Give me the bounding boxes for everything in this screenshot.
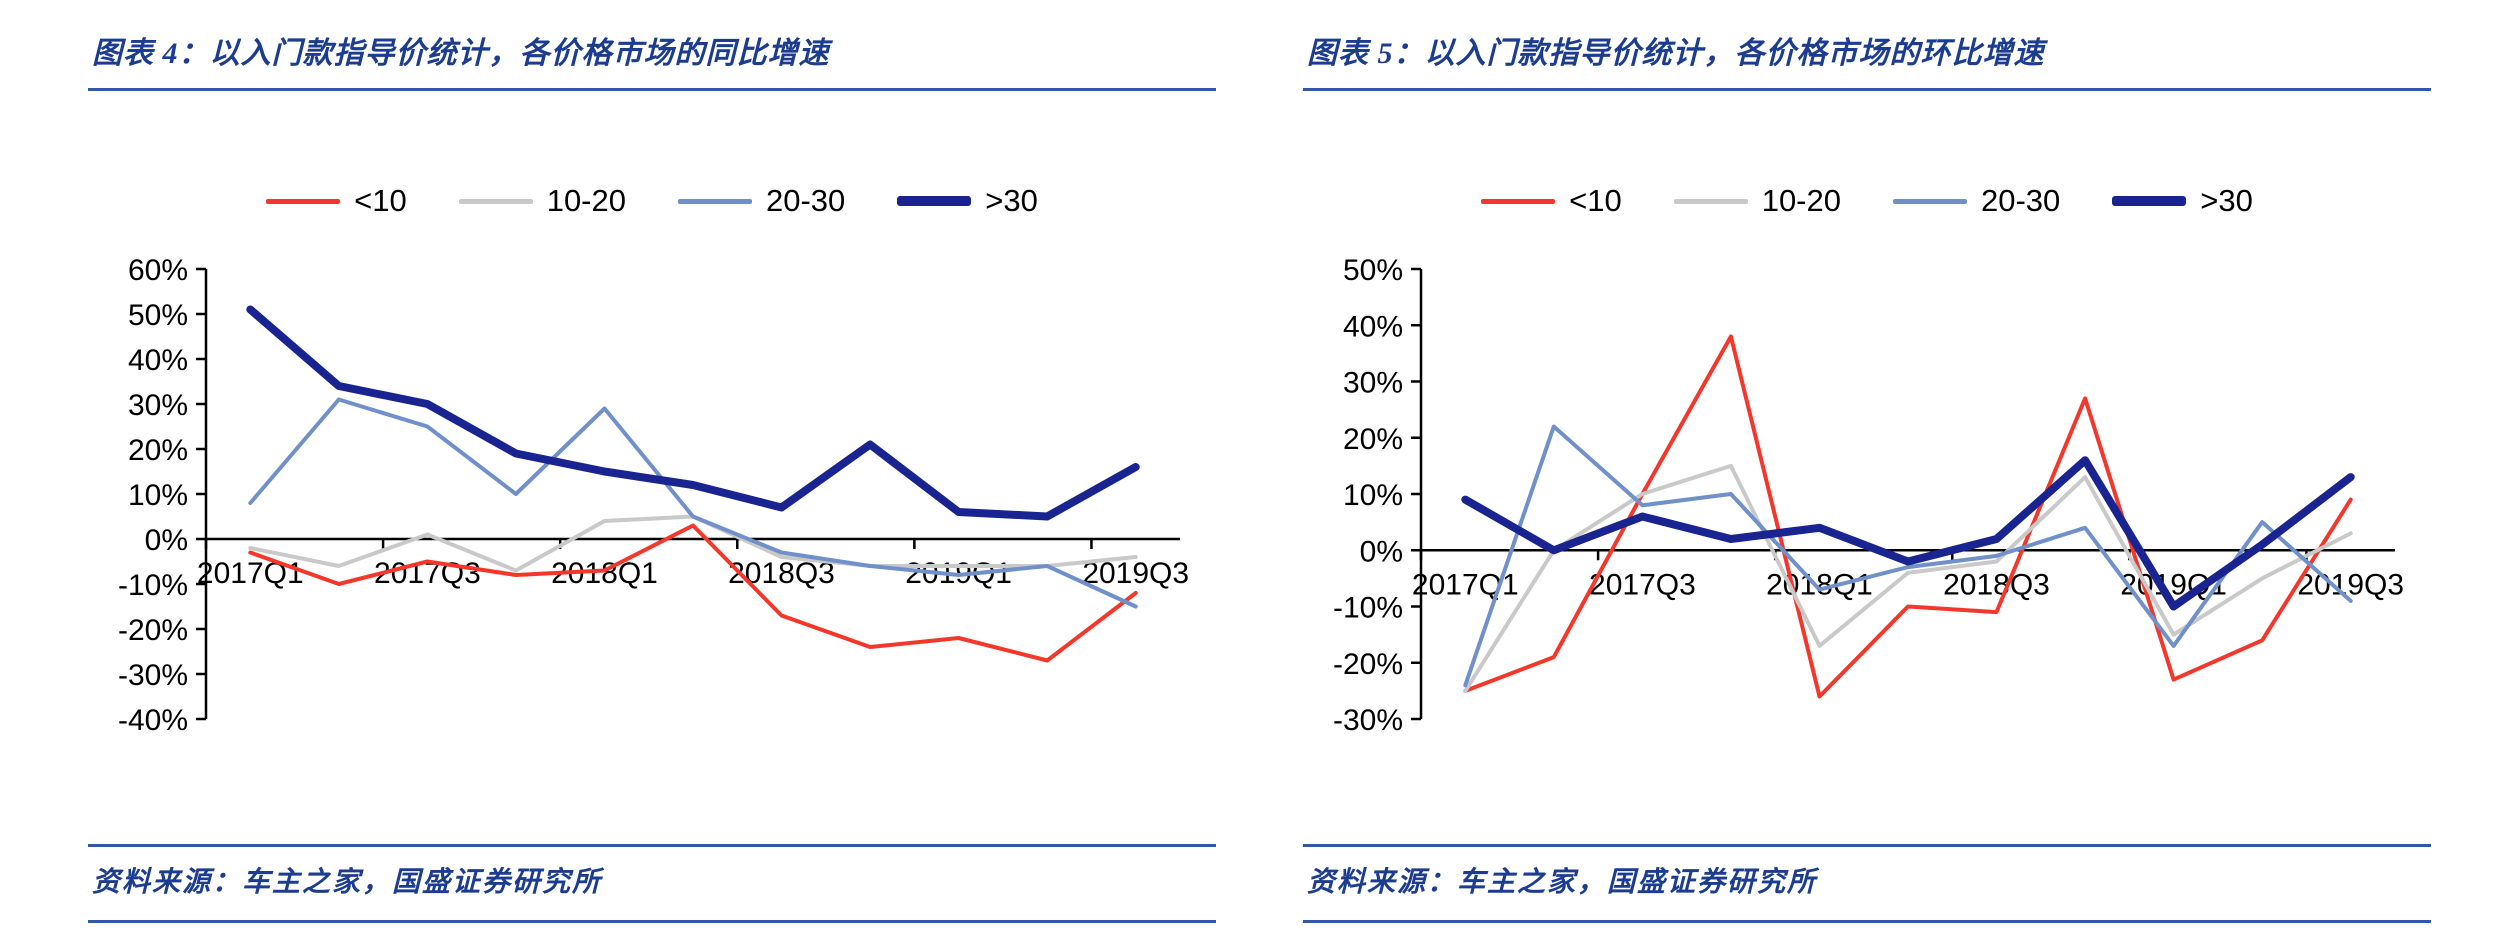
figure-4-legend: <10 10-20 20-30 >30 — [88, 183, 1216, 219]
svg-text:20%: 20% — [128, 434, 188, 467]
navy-line-swatch — [2112, 196, 2187, 206]
svg-text:-30%: -30% — [1333, 704, 1403, 737]
figure-4-source-block: 资料来源：车主之家，国盛证券研究所 — [88, 844, 1216, 923]
svg-text:2017Q1: 2017Q1 — [197, 557, 304, 590]
figure-5-source: 资料来源：车主之家，国盛证券研究所 — [1307, 867, 1818, 898]
qoq-growth-line-chart: 50%40%30%20%10%0%-10%-20%-30%2017Q1 2017Q… — [1333, 254, 2404, 737]
svg-text:-10%: -10% — [1333, 592, 1403, 625]
legend-item-gt30: >30 — [2112, 183, 2253, 219]
red-line-swatch — [1481, 198, 1556, 204]
legend-label-10-20: 10-20 — [546, 183, 626, 218]
lightblue-line-swatch — [1893, 198, 1967, 204]
legend-label-lt10: <10 — [1569, 183, 1622, 218]
svg-text:-20%: -20% — [118, 614, 188, 647]
legend-label-20-30: 20-30 — [1981, 183, 2061, 218]
navy-line-swatch — [897, 196, 972, 206]
figure-5-legend: <10 10-20 20-30 >30 — [1303, 183, 2431, 219]
figure-4-panel: 图表 4：以入门款指导价统计，各价格市场的同比增速 <10 10-20 20-3… — [88, 26, 1216, 930]
svg-text:40%: 40% — [128, 344, 188, 377]
svg-text:30%: 30% — [1343, 367, 1403, 400]
svg-text:-40%: -40% — [118, 704, 188, 737]
svg-text:2018Q3: 2018Q3 — [1943, 568, 2050, 601]
legend-item-10-20: 10-20 — [1673, 183, 1841, 219]
legend-label-gt30: >30 — [985, 183, 1038, 218]
legend-item-lt10: <10 — [1481, 183, 1622, 219]
svg-text:10%: 10% — [1343, 479, 1403, 512]
svg-text:10%: 10% — [128, 479, 188, 512]
svg-text:50%: 50% — [128, 299, 188, 332]
lightblue-line-swatch — [678, 198, 752, 204]
svg-text:60%: 60% — [128, 254, 188, 287]
svg-text:50%: 50% — [1343, 254, 1403, 287]
gray-line-swatch — [1673, 198, 1748, 204]
figure-5-title: 图表 5：以入门款指导价统计，各价格市场的环比增速 — [1303, 26, 2431, 91]
svg-text:40%: 40% — [1343, 310, 1403, 343]
gray-line-swatch — [458, 198, 533, 204]
legend-label-10-20: 10-20 — [1761, 183, 1841, 218]
svg-text:30%: 30% — [128, 389, 188, 422]
figure-4-source: 资料来源：车主之家，国盛证券研究所 — [92, 867, 603, 898]
legend-item-10-20: 10-20 — [458, 183, 626, 219]
svg-text:20%: 20% — [1343, 423, 1403, 456]
legend-item-20-30: 20-30 — [1893, 183, 2060, 219]
svg-text:2017Q3: 2017Q3 — [1589, 568, 1696, 601]
svg-text:-10%: -10% — [118, 569, 188, 602]
red-line-swatch — [266, 198, 341, 204]
legend-label-gt30: >30 — [2200, 183, 2253, 218]
legend-item-lt10: <10 — [266, 183, 407, 219]
svg-text:0%: 0% — [145, 524, 188, 557]
figure-5-source-block: 资料来源：车主之家，国盛证券研究所 — [1303, 844, 2431, 923]
legend-label-20-30: 20-30 — [766, 183, 846, 218]
svg-text:2019Q3: 2019Q3 — [2297, 568, 2404, 601]
legend-item-gt30: >30 — [897, 183, 1038, 219]
legend-item-20-30: 20-30 — [678, 183, 845, 219]
svg-text:-30%: -30% — [118, 659, 188, 692]
figure-5-panel: 图表 5：以入门款指导价统计，各价格市场的环比增速 <10 10-20 20-3… — [1303, 26, 2431, 930]
figure-4-title: 图表 4：以入门款指导价统计，各价格市场的同比增速 — [88, 26, 1216, 91]
svg-text:0%: 0% — [1360, 535, 1403, 568]
legend-label-lt10: <10 — [354, 183, 407, 218]
svg-text:-20%: -20% — [1333, 648, 1403, 681]
yoy-growth-line-chart: 60% 50% 40% 30% 20% 10% 0% -10% -20% -30% -40% 2017… — [118, 254, 1189, 737]
